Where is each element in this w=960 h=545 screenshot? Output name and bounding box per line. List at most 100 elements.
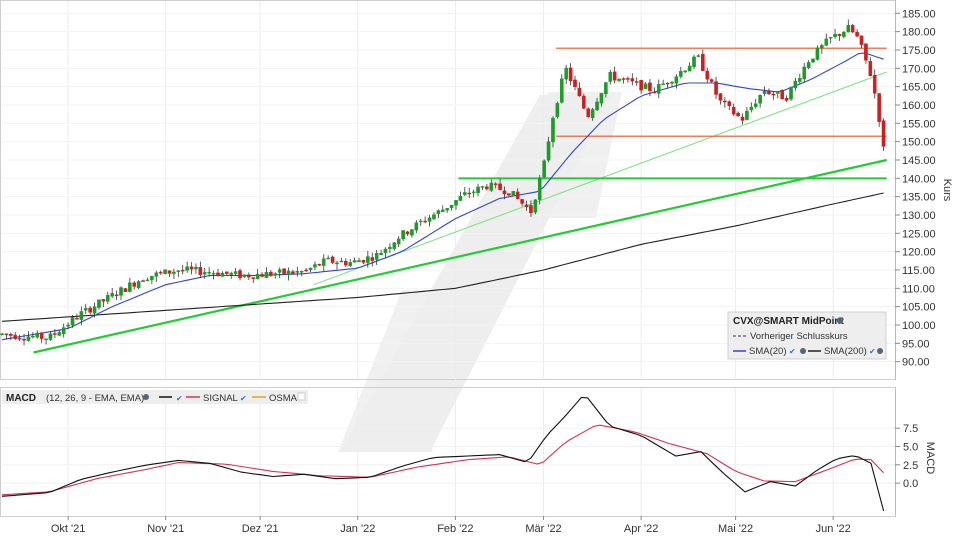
candle xyxy=(335,260,339,270)
x-tick-label: Jan '22 xyxy=(340,523,375,535)
macd-settings-icon[interactable] xyxy=(143,394,149,400)
candle-body xyxy=(154,272,159,277)
osma-checkbox[interactable] xyxy=(297,392,306,401)
candle-body xyxy=(35,332,40,338)
candle-body xyxy=(621,78,626,80)
candle-body xyxy=(498,183,502,191)
candle xyxy=(366,250,370,268)
candle-body xyxy=(846,24,851,33)
candle-body xyxy=(454,200,458,206)
candle-body xyxy=(357,260,361,263)
candle xyxy=(626,76,630,83)
candle-body xyxy=(701,53,705,71)
candle xyxy=(255,268,260,280)
macd-panel: 0.0 2.5 5.0 7.5 MACD xyxy=(0,387,936,517)
macd-y-axis-title: MACD xyxy=(924,442,936,474)
candle xyxy=(692,54,696,70)
candles xyxy=(0,19,886,346)
candle-body xyxy=(220,272,225,277)
candle xyxy=(780,89,784,100)
candle xyxy=(216,268,220,277)
candle xyxy=(621,77,626,84)
legend-prev-close: Vorheriger Schlusskurs xyxy=(750,331,848,342)
price-y-tick-label: 130.00 xyxy=(902,210,936,222)
candle xyxy=(198,261,203,278)
candle-body xyxy=(793,80,798,89)
candle-body xyxy=(467,192,472,195)
legend-sma200-settings-icon[interactable] xyxy=(877,348,883,354)
candle xyxy=(4,333,9,340)
candle xyxy=(202,268,207,279)
candle xyxy=(877,92,881,128)
candle-body xyxy=(418,220,423,223)
candle-body xyxy=(291,271,295,274)
candle xyxy=(864,43,868,64)
candle xyxy=(101,298,106,308)
candle xyxy=(282,268,286,275)
x-tick-label: Nov '21 xyxy=(147,523,184,535)
candle xyxy=(53,329,57,339)
candle-body xyxy=(185,266,189,271)
legend-sma20-settings-icon[interactable] xyxy=(800,348,806,354)
legend-info-icon[interactable] xyxy=(836,317,844,324)
candle-body xyxy=(344,260,348,266)
candle-body xyxy=(405,231,410,235)
candle xyxy=(167,270,172,277)
price-y-tick-label: 125.00 xyxy=(902,228,936,240)
candle xyxy=(172,268,176,279)
candle-body xyxy=(542,160,546,178)
candle xyxy=(467,187,472,198)
candle-body xyxy=(705,70,710,80)
macd-check-icon: ✔ xyxy=(176,394,183,403)
candle xyxy=(418,218,423,226)
candle-body xyxy=(70,317,75,326)
candle xyxy=(176,269,181,278)
candle xyxy=(643,82,648,90)
candle-body xyxy=(269,271,273,276)
candle-body xyxy=(568,67,573,82)
candle-body xyxy=(678,71,683,77)
candle xyxy=(123,288,128,292)
candle-body xyxy=(57,332,62,336)
candle-body xyxy=(207,272,211,274)
candle-body xyxy=(648,82,652,92)
candle xyxy=(471,189,476,198)
candle xyxy=(128,277,132,293)
candle-body xyxy=(449,204,454,208)
candle-body xyxy=(180,269,185,272)
candle-body xyxy=(172,271,176,274)
candle-body xyxy=(48,333,53,340)
price-y-tick-label: 180.00 xyxy=(902,27,936,39)
candle xyxy=(370,252,375,267)
candle-body xyxy=(661,83,665,85)
candle xyxy=(815,45,820,61)
candle-body xyxy=(79,311,84,320)
price-y-tick-label: 135.00 xyxy=(902,192,936,204)
candle-body xyxy=(101,299,106,302)
candle xyxy=(269,270,273,277)
candle xyxy=(9,332,13,341)
candle-body xyxy=(22,339,26,341)
candle-body xyxy=(502,190,507,195)
candle xyxy=(436,209,441,219)
candle-body xyxy=(723,100,727,103)
candle-body xyxy=(590,109,595,119)
macd-legend-box xyxy=(2,390,308,404)
candle xyxy=(648,78,652,97)
candle xyxy=(57,329,62,336)
candle-body xyxy=(515,191,520,199)
candle-body xyxy=(145,279,150,282)
candle xyxy=(828,36,833,44)
candle-body xyxy=(189,266,194,270)
candle-body xyxy=(299,271,304,273)
candle xyxy=(410,228,414,238)
candle xyxy=(665,82,670,89)
candle-body xyxy=(877,93,881,122)
candle-body xyxy=(150,276,154,281)
candle-body xyxy=(824,38,829,46)
candle xyxy=(379,249,383,256)
candle xyxy=(264,267,269,278)
legend-sma200: SMA(200) xyxy=(824,346,867,357)
candle-body xyxy=(83,307,88,311)
candle-body xyxy=(599,93,604,104)
